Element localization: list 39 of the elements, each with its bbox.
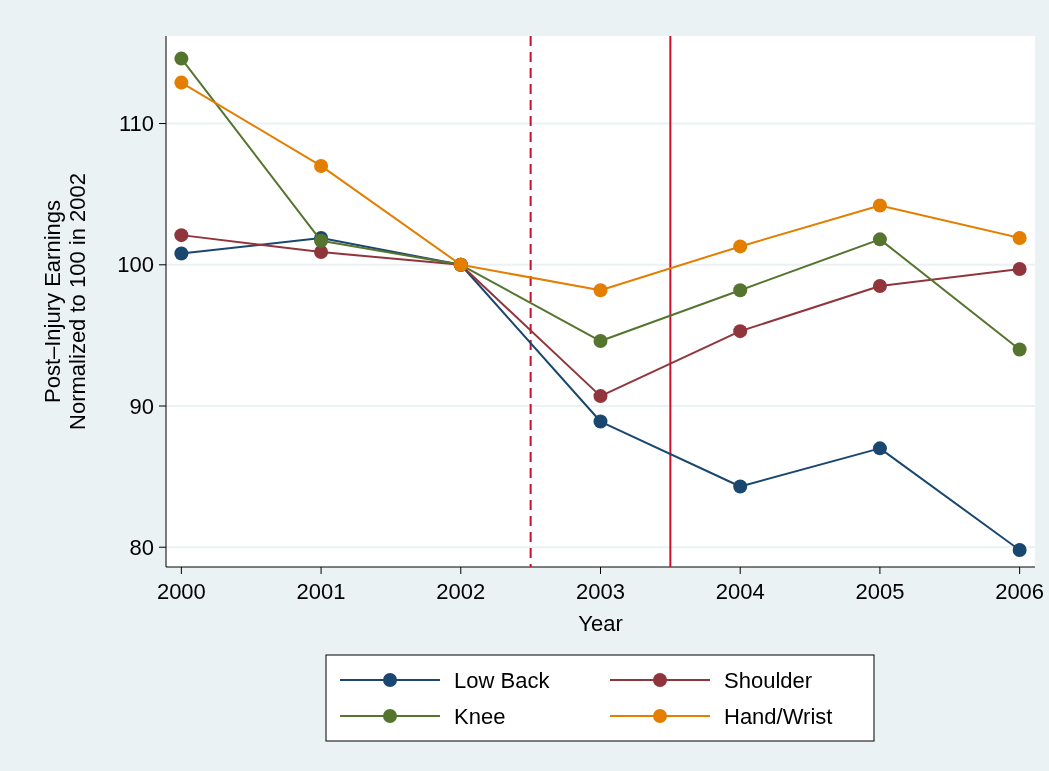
point bbox=[733, 283, 748, 298]
point bbox=[593, 283, 608, 298]
x-tick-label: 2003 bbox=[576, 579, 625, 604]
x-tick-label: 2006 bbox=[995, 579, 1045, 604]
legend-label: Knee bbox=[454, 703, 506, 729]
point bbox=[872, 278, 887, 293]
x-tick-label: 2002 bbox=[436, 579, 486, 604]
point bbox=[314, 245, 329, 260]
point bbox=[593, 414, 608, 429]
point bbox=[1012, 262, 1027, 277]
x-tick-label: 2005 bbox=[855, 579, 905, 604]
x-axis-title: Year bbox=[578, 611, 623, 636]
point bbox=[733, 324, 748, 339]
y-tick-label: 110 bbox=[118, 111, 154, 137]
point bbox=[1012, 230, 1027, 245]
point bbox=[174, 51, 189, 66]
x-tick-label: 2001 bbox=[296, 579, 346, 604]
point bbox=[733, 239, 748, 254]
point bbox=[174, 246, 189, 261]
point bbox=[733, 479, 748, 494]
legend-label: Shoulder bbox=[724, 667, 813, 693]
point bbox=[593, 389, 608, 404]
point bbox=[872, 232, 887, 247]
point bbox=[174, 228, 189, 243]
point bbox=[872, 198, 887, 213]
point bbox=[872, 441, 887, 456]
point bbox=[174, 75, 189, 90]
y-tick-label: 90 bbox=[129, 393, 154, 419]
y-tick-label: 80 bbox=[129, 534, 154, 560]
x-tick-label: 2000 bbox=[156, 579, 206, 604]
y-tick-label: 100 bbox=[117, 252, 154, 278]
point bbox=[1012, 342, 1027, 357]
legend-label: Low Back bbox=[454, 667, 551, 693]
point bbox=[1012, 543, 1027, 558]
y-axis-title: Post–Injury Earnings Normalized to 100 in 2002 bbox=[40, 173, 91, 430]
x-tick-label: 2004 bbox=[715, 579, 765, 604]
point bbox=[314, 158, 329, 173]
legend-label: Hand/Wrist bbox=[724, 703, 833, 729]
point bbox=[593, 334, 608, 349]
